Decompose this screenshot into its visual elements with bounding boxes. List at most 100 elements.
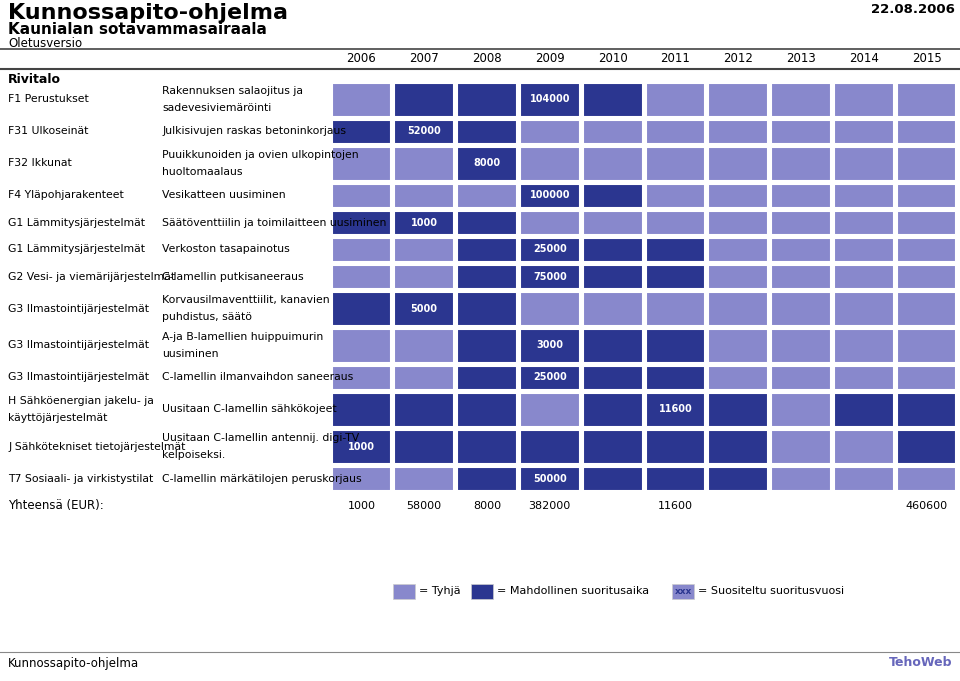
Text: 2007: 2007 — [409, 52, 439, 65]
Text: = Suositeltu suoritusvuosi: = Suositeltu suoritusvuosi — [698, 586, 844, 596]
Bar — [520, 238, 580, 262]
Text: Oletusversio: Oletusversio — [8, 37, 83, 50]
Text: 8000: 8000 — [473, 501, 501, 511]
Bar — [834, 466, 894, 490]
Bar — [395, 366, 454, 390]
Bar — [771, 392, 831, 426]
Bar — [331, 119, 392, 144]
Bar — [897, 210, 956, 234]
Bar — [897, 291, 956, 326]
Bar — [708, 392, 768, 426]
Bar — [708, 210, 768, 234]
Bar — [457, 328, 516, 362]
Bar — [771, 466, 831, 490]
Bar — [520, 430, 580, 464]
Bar — [520, 82, 580, 116]
Text: G1 Lämmitysjärjestelmät: G1 Lämmitysjärjestelmät — [8, 244, 145, 255]
Text: uusiminen: uusiminen — [162, 349, 219, 359]
Bar — [834, 366, 894, 390]
Text: kelpoiseksi.: kelpoiseksi. — [162, 450, 226, 460]
Text: 11600: 11600 — [658, 501, 693, 511]
Bar — [834, 238, 894, 262]
Text: 2014: 2014 — [849, 52, 878, 65]
Text: Puuikkunoiden ja ovien ulkopintojen: Puuikkunoiden ja ovien ulkopintojen — [162, 150, 359, 160]
Text: = Tyhjä: = Tyhjä — [419, 586, 461, 596]
Text: 2013: 2013 — [786, 52, 816, 65]
Bar — [583, 146, 642, 180]
Bar — [583, 119, 642, 144]
Bar — [708, 466, 768, 490]
Bar — [395, 328, 454, 362]
Bar — [457, 366, 516, 390]
Bar — [331, 264, 392, 289]
Bar — [520, 466, 580, 490]
Text: 2012: 2012 — [723, 52, 754, 65]
Bar — [834, 291, 894, 326]
Text: G2 Vesi- ja viemärijärjestelmät: G2 Vesi- ja viemärijärjestelmät — [8, 272, 175, 281]
Bar — [897, 146, 956, 180]
Text: G3 Ilmastointijärjestelmät: G3 Ilmastointijärjestelmät — [8, 304, 149, 313]
Text: 25000: 25000 — [533, 373, 566, 383]
Text: 50000: 50000 — [533, 473, 566, 484]
Bar — [897, 119, 956, 144]
Bar — [583, 466, 642, 490]
Text: C-lamellin putkisaneeraus: C-lamellin putkisaneeraus — [162, 272, 303, 281]
Bar — [645, 430, 706, 464]
Bar — [583, 430, 642, 464]
Text: Kaunialan sotavammasairaala: Kaunialan sotavammasairaala — [8, 22, 267, 37]
Bar — [457, 183, 516, 208]
Bar — [645, 392, 706, 426]
Bar — [771, 291, 831, 326]
Text: 1000: 1000 — [411, 217, 438, 227]
Bar — [583, 366, 642, 390]
Bar — [771, 210, 831, 234]
Bar — [395, 82, 454, 116]
Bar — [395, 238, 454, 262]
Text: käyttöjärjestelmät: käyttöjärjestelmät — [8, 413, 108, 423]
Bar — [395, 430, 454, 464]
Text: C-lamellin märkätilojen peruskorjaus: C-lamellin märkätilojen peruskorjaus — [162, 473, 362, 484]
Bar — [708, 183, 768, 208]
Bar — [457, 210, 516, 234]
Text: F32 Ikkunat: F32 Ikkunat — [8, 159, 72, 168]
Bar — [771, 183, 831, 208]
Text: 100000: 100000 — [530, 191, 570, 200]
Text: 11600: 11600 — [659, 405, 692, 415]
Bar — [457, 146, 516, 180]
Text: sadevesiviemäröinti: sadevesiviemäröinti — [162, 103, 272, 113]
Text: J Sähkötekniset tietojärjestelmät: J Sähkötekniset tietojärjestelmät — [8, 441, 185, 452]
Text: A-ja B-lamellien huippuimurin: A-ja B-lamellien huippuimurin — [162, 332, 324, 342]
Bar — [708, 291, 768, 326]
Text: Kunnossapito-ohjelma: Kunnossapito-ohjelma — [8, 656, 139, 669]
Text: 2015: 2015 — [912, 52, 942, 65]
Bar — [395, 119, 454, 144]
Bar — [834, 119, 894, 144]
Text: T7 Sosiaali- ja virkistystilat: T7 Sosiaali- ja virkistystilat — [8, 473, 154, 484]
Bar — [645, 466, 706, 490]
Bar — [708, 238, 768, 262]
Bar — [583, 238, 642, 262]
Bar — [331, 328, 392, 362]
Text: 2010: 2010 — [598, 52, 628, 65]
Bar — [520, 264, 580, 289]
Text: 104000: 104000 — [530, 95, 570, 104]
Text: xxx: xxx — [675, 586, 692, 595]
Bar — [897, 328, 956, 362]
Bar — [834, 183, 894, 208]
Bar — [331, 82, 392, 116]
Text: 25000: 25000 — [533, 244, 566, 255]
Bar — [771, 146, 831, 180]
Text: 75000: 75000 — [533, 272, 566, 281]
Bar — [708, 328, 768, 362]
Bar — [645, 366, 706, 390]
Bar — [331, 146, 392, 180]
Bar — [331, 291, 392, 326]
Bar — [457, 291, 516, 326]
Text: = Mahdollinen suoritusaika: = Mahdollinen suoritusaika — [497, 586, 649, 596]
Text: Uusitaan C-lamellin sähkökojeet: Uusitaan C-lamellin sähkökojeet — [162, 405, 337, 415]
Bar — [457, 392, 516, 426]
Text: F31 Ulkoseinät: F31 Ulkoseinät — [8, 127, 88, 136]
Text: H Sähköenergian jakelu- ja: H Sähköenergian jakelu- ja — [8, 396, 154, 406]
Text: Julkisivujen raskas betoninkorjaus: Julkisivujen raskas betoninkorjaus — [162, 127, 346, 136]
Bar — [583, 328, 642, 362]
